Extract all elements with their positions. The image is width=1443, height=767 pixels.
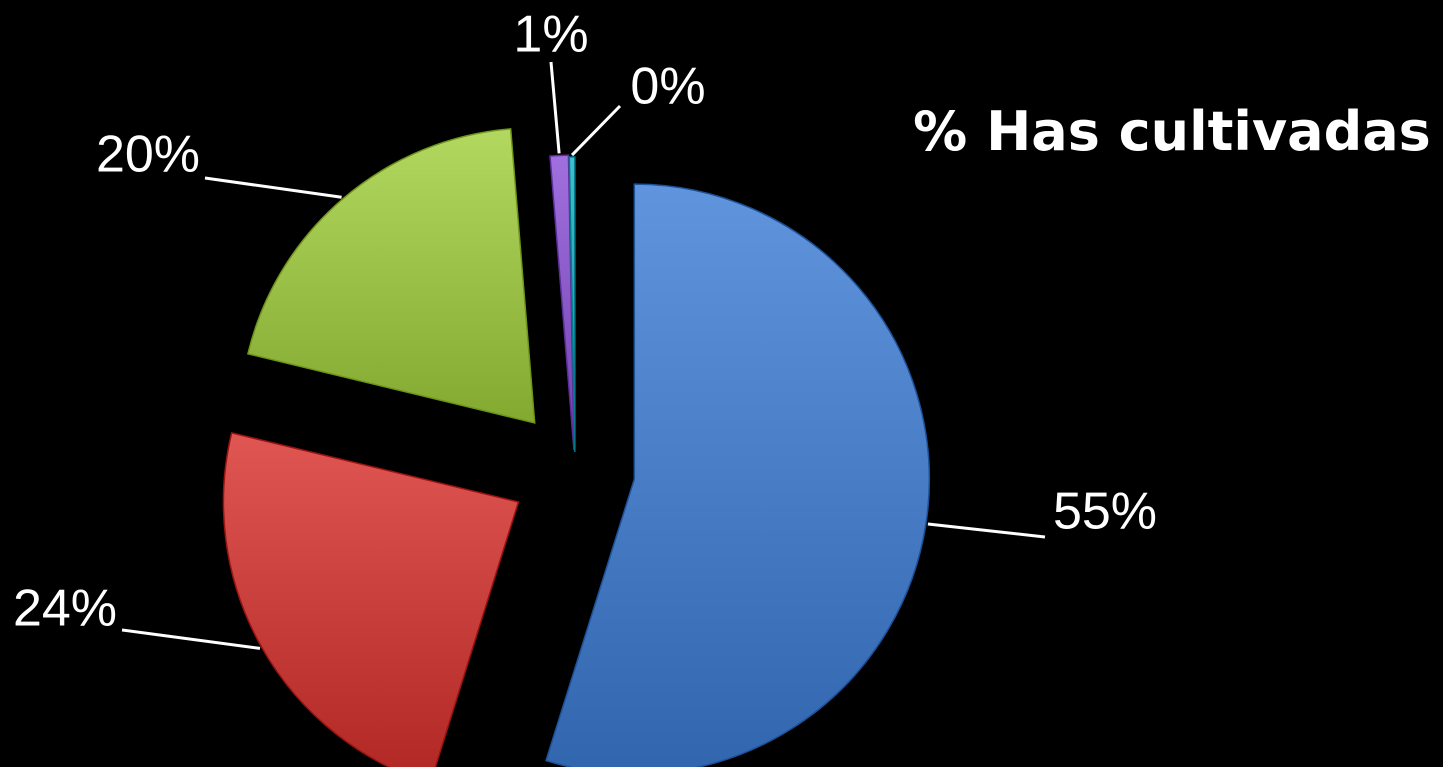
data-label-0-percent: 0% — [630, 58, 705, 116]
pie-slice-1-percent — [549, 154, 575, 451]
slices-layer — [222, 128, 931, 767]
data-label-24-percent: 24% — [13, 580, 117, 638]
data-labels-layer: 55% 24% 20% 1% 0% — [13, 6, 1157, 638]
pie-slice-24-percent — [222, 432, 520, 767]
leader-line-24-percent — [121, 628, 261, 650]
data-label-1-percent: 1% — [513, 6, 588, 64]
leader-line-0-percent — [570, 104, 622, 157]
leader-line-20-percent — [204, 176, 342, 199]
leader-line-1-percent — [549, 61, 561, 154]
pie-slice-55-percent — [545, 183, 931, 767]
pie-slice-20-percent — [246, 128, 536, 424]
chart-title: % Has cultivadas — [913, 100, 1431, 163]
data-label-20-percent: 20% — [96, 126, 200, 184]
leader-lines-layer — [121, 61, 1046, 650]
data-label-55-percent: 55% — [1053, 483, 1157, 541]
pie-slice-0-percent — [568, 156, 576, 453]
leader-line-55-percent — [927, 522, 1046, 539]
